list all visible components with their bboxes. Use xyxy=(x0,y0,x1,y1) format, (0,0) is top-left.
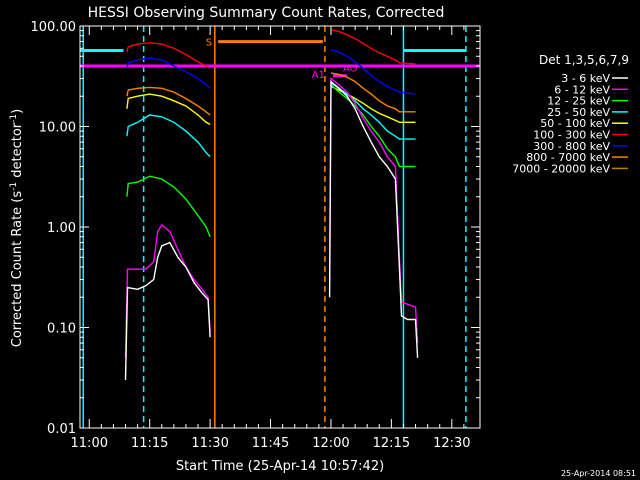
chart-title: HESSI Observing Summary Count Rates, Cor… xyxy=(88,5,445,21)
legend-label: 6 - 12 keV xyxy=(554,83,610,96)
series-line-1-0 xyxy=(124,223,211,358)
x-tick-label: 11:15 xyxy=(131,436,168,451)
legend-label: 100 - 300 keV xyxy=(533,129,610,142)
series-line-6-1 xyxy=(330,49,416,95)
legend-label: 25 - 50 keV xyxy=(547,106,610,119)
y-tick-label: 0.01 xyxy=(47,422,76,437)
y-axis-ticks: 0.01 0.10 1.00 10.00 100.00 xyxy=(31,20,480,437)
legend-label: 300 - 800 keV xyxy=(533,140,610,153)
legend-label: 50 - 100 keV xyxy=(540,117,610,130)
x-tick-label: 11:30 xyxy=(191,436,228,451)
y-tick-label: 10.00 xyxy=(39,121,76,136)
series-line-0-1 xyxy=(328,80,419,358)
y-axis-label-sup1: -1 xyxy=(9,182,19,191)
y-axis-label-sup2: -1 xyxy=(9,114,19,123)
flag-label-1: A1 xyxy=(312,70,325,81)
series-line-5-1 xyxy=(330,28,416,65)
legend-label: 7000 - 20000 keV xyxy=(512,162,610,175)
series-line-3-1 xyxy=(330,82,416,140)
plot-frame xyxy=(79,25,481,429)
series-line-6-0 xyxy=(126,57,211,89)
series-line-2-1 xyxy=(330,84,416,168)
series-line-5-0 xyxy=(126,42,211,69)
y-axis-label-main: Corrected Count Rate (s xyxy=(10,191,25,348)
series-line-7-0 xyxy=(126,86,211,116)
series-line-4-0 xyxy=(126,93,211,126)
y-tick-label: 100.00 xyxy=(31,20,77,35)
flag-label-0: S xyxy=(206,38,212,49)
x-tick-label: 11:00 xyxy=(71,436,108,451)
series-line-7-1 xyxy=(330,72,416,113)
legend-label: 12 - 25 keV xyxy=(547,95,610,108)
plot-area: S A1 AO xyxy=(79,25,481,429)
series-line-1-1 xyxy=(328,77,419,344)
series-line-0-0 xyxy=(124,241,211,381)
x-axis-label: Start Time (25-Apr-14 10:57:42) xyxy=(176,459,384,474)
x-tick-label: 12:30 xyxy=(433,436,470,451)
y-axis-label: Corrected Count Rate (s-1 detector-1) xyxy=(9,109,25,347)
legend-label: 800 - 7000 keV xyxy=(526,151,610,164)
flag-label-2: AO xyxy=(343,64,358,75)
y-axis-label-end: ) xyxy=(10,109,25,114)
x-tick-label: 11:45 xyxy=(252,436,289,451)
legend-title: Det 1,3,5,6,7,9 xyxy=(539,53,629,67)
y-tick-label: 1.00 xyxy=(47,221,76,236)
series-line-3-0 xyxy=(126,114,211,158)
footer-timestamp: 25-Apr-2014 08:51 xyxy=(561,469,636,478)
y-tick-label: 0.10 xyxy=(47,322,76,337)
y-axis-label-mid: detector xyxy=(10,122,25,182)
x-axis-ticks: 11:00 11:15 11:30 11:45 12:00 12:15 12:30 xyxy=(71,26,471,451)
legend-label: 3 - 6 keV xyxy=(561,72,610,85)
series-line-2-0 xyxy=(126,175,211,237)
x-tick-label: 12:15 xyxy=(373,436,410,451)
x-tick-label: 12:00 xyxy=(312,436,349,451)
